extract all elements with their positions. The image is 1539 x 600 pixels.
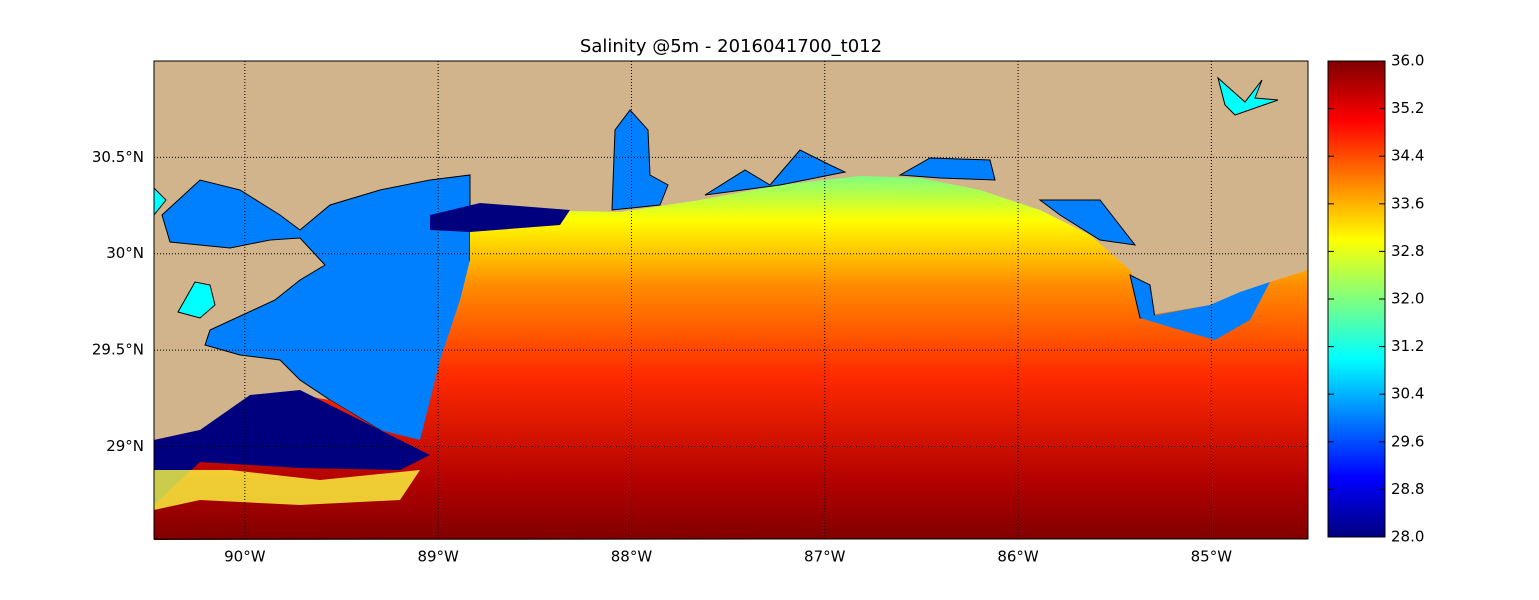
x-tick-label: 90°W [224, 548, 266, 566]
x-tick-label: 89°W [417, 548, 459, 566]
map-field [153, 61, 1308, 540]
y-tick-label: 29°N [106, 437, 144, 455]
colorbar-tick-label: 32.8 [1391, 242, 1424, 260]
bay [898, 157, 996, 181]
coastal-water [1140, 282, 1270, 340]
colorbar-tick-label: 35.2 [1391, 99, 1424, 117]
colorbar-tick-label: 28.0 [1391, 528, 1424, 546]
colorbar-tick-label: 36.0 [1391, 52, 1424, 70]
x-tick-label: 87°W [804, 548, 846, 566]
map-frame [153, 60, 1309, 540]
sea-field [154, 176, 1308, 540]
x-tick-label: 85°W [1191, 548, 1233, 566]
colorbar [1327, 60, 1386, 538]
map-title: Salinity @5m - 2016041700_t012 [580, 36, 882, 57]
y-tick-label: 30°N [106, 244, 144, 262]
colorbar-tick-label: 28.8 [1391, 480, 1424, 498]
colorbar-tick-label: 33.6 [1391, 194, 1424, 212]
lake [177, 281, 216, 319]
y-tick-label: 29.5°N [92, 341, 144, 359]
y-tick-label: 30.5°N [92, 148, 144, 166]
colorbar-tick-label: 32.0 [1391, 290, 1424, 308]
lake [1217, 76, 1279, 116]
plume [154, 470, 420, 510]
colorbar-tick-label: 30.4 [1391, 385, 1424, 403]
colorbar-tick-label: 29.6 [1391, 432, 1424, 450]
coastal-water [161, 174, 471, 456]
x-tick-label: 88°W [611, 548, 653, 566]
bay [611, 109, 669, 211]
colorbar-tick-label: 31.2 [1391, 337, 1424, 355]
colorbar-tick-label: 34.4 [1391, 147, 1424, 165]
low-salinity [430, 203, 570, 232]
bay [1038, 199, 1137, 246]
x-tick-label: 86°W [997, 548, 1039, 566]
low-salinity [154, 390, 430, 505]
